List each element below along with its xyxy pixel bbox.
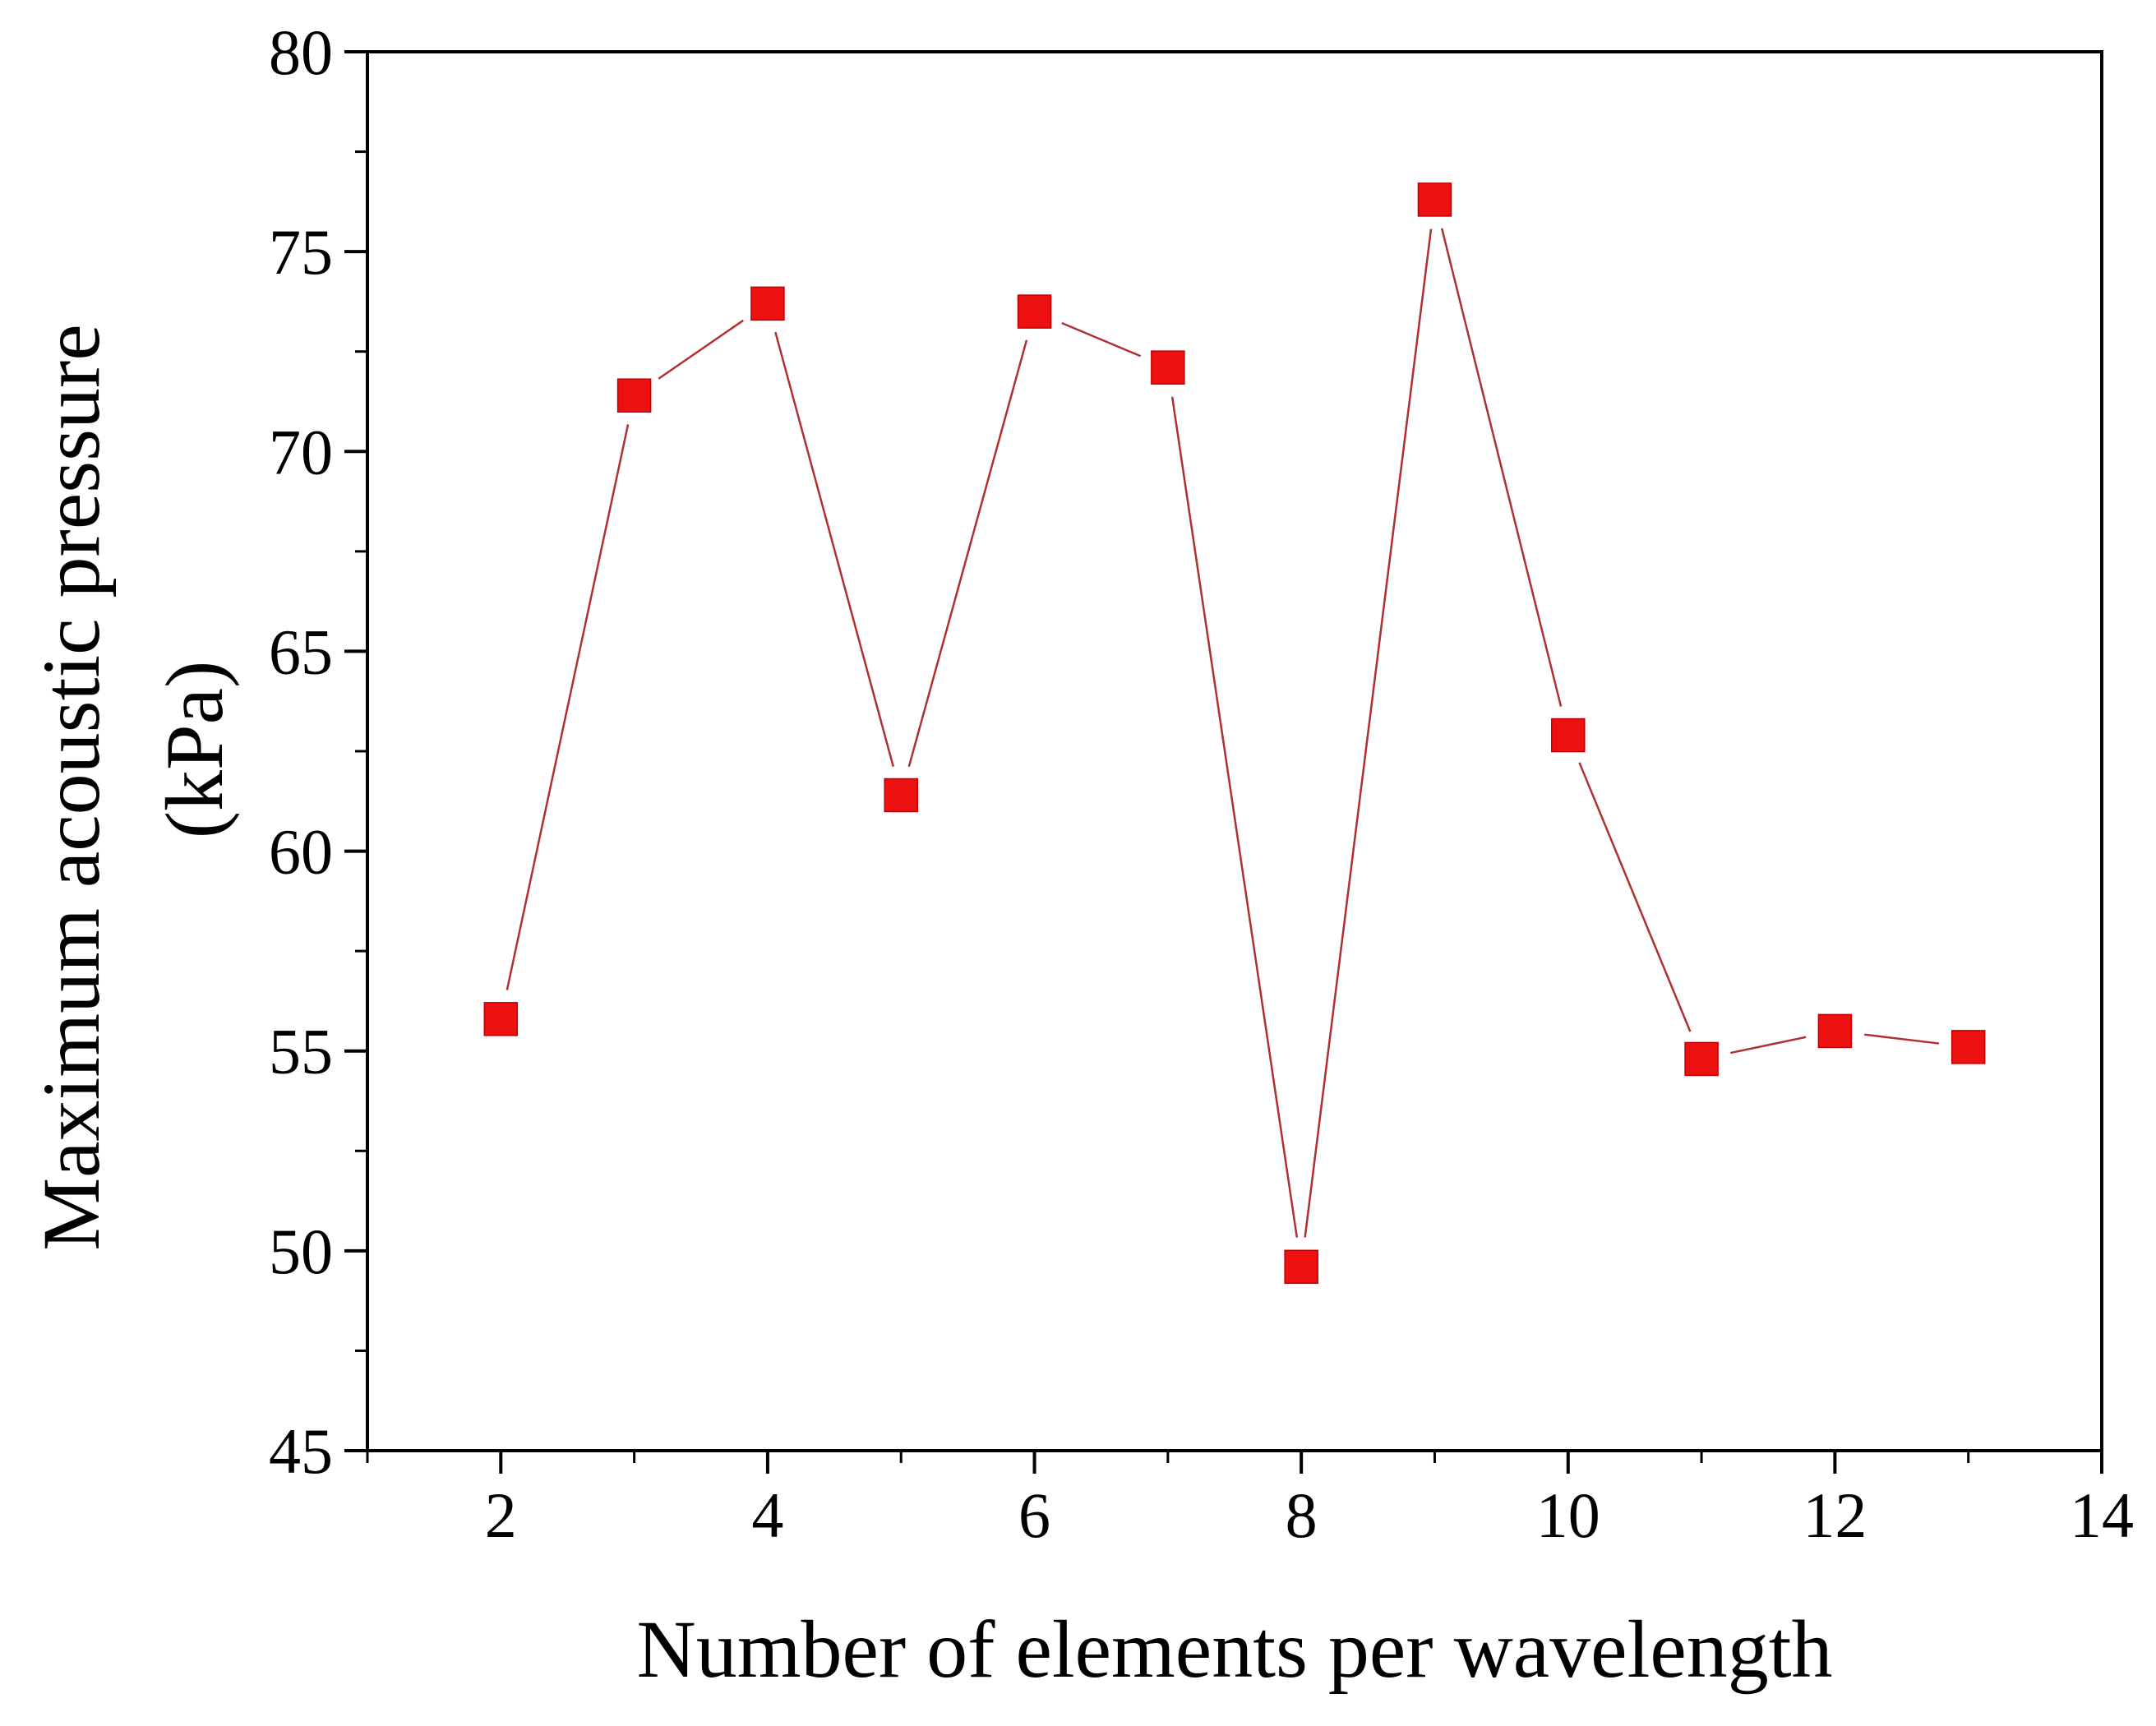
series-line-segment (1304, 228, 1433, 1238)
series-line-segment (1578, 762, 1692, 1032)
data-point-marker (1417, 182, 1452, 217)
x-axis-title: Number of elements per wavelength (636, 1604, 1832, 1695)
y-tick-label: 75 (269, 216, 333, 288)
series-line-segment (907, 339, 1028, 768)
series-line-segment (1440, 228, 1563, 707)
y-tick-label: 80 (269, 16, 333, 88)
data-point-marker (1017, 294, 1052, 329)
x-tick-label: 12 (1803, 1479, 1867, 1551)
x-tick-label: 4 (751, 1479, 783, 1551)
series-line-segment (658, 319, 744, 380)
data-point-marker (1151, 350, 1185, 385)
data-point-marker (616, 378, 652, 413)
x-tick-label: 8 (1286, 1479, 1318, 1551)
series-line-segment (1061, 321, 1142, 358)
data-point-marker (483, 1002, 519, 1036)
y-tick-label: 65 (269, 616, 333, 687)
data-point-marker (1817, 1013, 1853, 1049)
series-line-segment (1863, 1033, 1940, 1045)
x-tick-label: 14 (2070, 1479, 2134, 1551)
y-axis-ticks: 45 50 55 60 65 70 75 80 (269, 16, 367, 1487)
y-tick-label: 60 (269, 816, 333, 888)
series-line-segment (1730, 1036, 1807, 1055)
data-point-marker (884, 778, 918, 813)
y-tick-label: 55 (269, 1016, 333, 1087)
series-line-segment (1170, 396, 1299, 1238)
y-axis-title-line1: Maximum acoustic pressure (25, 324, 117, 1251)
series-line-segment (506, 424, 630, 990)
data-point-marker (1551, 718, 1586, 753)
data-point-marker (1684, 1041, 1719, 1077)
series-layer (483, 182, 1986, 1285)
y-tick-label: 70 (269, 416, 333, 487)
x-tick-label: 2 (485, 1479, 517, 1551)
plot-frame (366, 50, 2103, 1452)
y-axis-title-line2: (kPa) (149, 661, 240, 839)
y-tick-label: 45 (269, 1415, 333, 1487)
series-line-segment (774, 331, 895, 768)
x-axis-ticks: 2 4 6 8 10 12 14 (366, 1451, 2134, 1551)
data-point-marker (1951, 1030, 1986, 1064)
y-tick-label: 50 (269, 1216, 333, 1287)
x-tick-label: 6 (1018, 1479, 1050, 1551)
data-point-marker (1284, 1249, 1318, 1285)
x-tick-label: 10 (1536, 1479, 1600, 1551)
data-point-marker (750, 286, 785, 321)
